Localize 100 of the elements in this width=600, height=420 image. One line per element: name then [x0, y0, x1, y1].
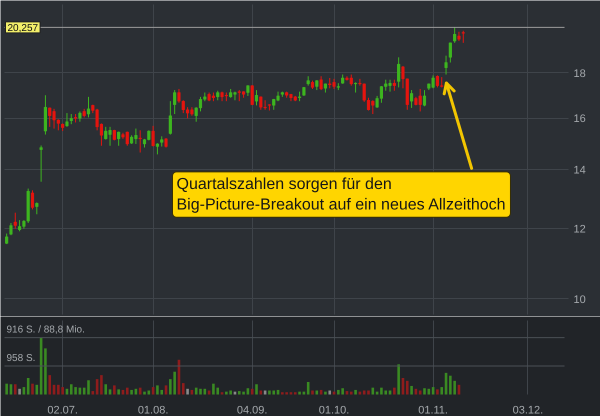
candlestick — [9, 222, 13, 236]
x-tick-label: 01.11. — [418, 404, 448, 416]
bar — [260, 390, 262, 394]
candlestick — [48, 106, 52, 128]
bar — [104, 384, 108, 394]
bar — [367, 390, 370, 394]
ref-line-label: 916 S. / 88,8 Mio. — [6, 324, 85, 336]
bar — [61, 387, 64, 394]
y-tick-label: 16 — [574, 113, 586, 126]
candlestick — [52, 108, 56, 130]
bar — [432, 387, 434, 394]
x-tick-label: 03.12. — [512, 404, 544, 416]
bar — [190, 390, 194, 394]
bar — [332, 392, 336, 394]
bar — [78, 388, 82, 394]
bar — [18, 388, 21, 394]
bar — [410, 386, 413, 394]
bar — [311, 390, 314, 394]
ref-line-label: 958 S. — [6, 353, 36, 364]
bar — [138, 388, 142, 394]
candlestick — [134, 128, 138, 144]
bar — [100, 375, 103, 394]
candlestick — [350, 74, 353, 86]
candlestick — [254, 90, 258, 106]
bar — [418, 390, 422, 394]
x-tick-label: 02.07. — [47, 404, 78, 416]
candlestick — [238, 90, 241, 102]
candlestick — [65, 112, 69, 128]
x-tick-label: 01.08. — [138, 404, 168, 416]
bar — [388, 390, 392, 394]
candlestick — [30, 190, 34, 210]
bar — [346, 391, 348, 394]
bar — [208, 390, 210, 394]
candlestick — [380, 86, 384, 104]
candlestick — [422, 90, 426, 107]
bar — [117, 389, 120, 394]
bar — [242, 392, 245, 394]
bar — [26, 378, 30, 394]
candlestick — [392, 79, 396, 92]
bar — [22, 387, 26, 394]
candlestick — [306, 76, 310, 86]
bar — [276, 390, 280, 394]
bar — [186, 388, 189, 394]
bar — [354, 390, 357, 394]
bar — [122, 390, 124, 394]
candlestick — [328, 77, 332, 89]
candlestick — [315, 80, 318, 91]
y-tick-label: 14 — [574, 164, 586, 176]
bar — [380, 388, 383, 394]
bar — [250, 388, 254, 394]
bar — [264, 390, 266, 394]
bar — [87, 380, 90, 394]
candlestick — [108, 126, 112, 146]
bar — [384, 390, 388, 394]
bar — [458, 384, 460, 394]
candlestick — [152, 125, 155, 148]
bar — [414, 388, 418, 394]
bar — [255, 384, 258, 394]
candlestick — [453, 26, 456, 44]
bar — [234, 392, 236, 394]
bar — [397, 364, 400, 394]
candlestick — [126, 131, 129, 146]
y-tick-label: 12 — [574, 224, 586, 236]
bar — [225, 392, 228, 394]
candlestick — [448, 42, 452, 63]
candlestick — [216, 90, 220, 101]
x-tick-label: 01.10. — [318, 404, 350, 416]
bar — [216, 388, 220, 394]
bar — [341, 388, 344, 394]
bar — [199, 388, 202, 394]
bar — [393, 388, 396, 394]
candlestick — [276, 91, 280, 102]
annotation: Quartalszahlen sorgen für den Big-Picture-Breakout auf ein neues Allzeithoch — [176, 176, 506, 214]
bar — [436, 389, 439, 394]
bar — [298, 392, 301, 394]
x-tick-label: 04.09. — [236, 404, 268, 416]
candlestick — [70, 114, 73, 125]
bar — [126, 388, 129, 394]
candlestick — [44, 94, 48, 136]
bar — [350, 392, 353, 394]
candlestick — [341, 74, 344, 84]
candlestick — [298, 91, 302, 102]
bar — [302, 392, 306, 394]
bar — [156, 385, 159, 394]
candlestick — [220, 91, 224, 102]
candlestick — [462, 30, 465, 44]
candlestick — [5, 233, 8, 245]
candlestick — [173, 90, 176, 115]
candlestick — [397, 56, 400, 88]
candlestick — [164, 138, 168, 148]
candlestick — [104, 126, 108, 140]
candlestick — [444, 55, 448, 76]
bar — [169, 379, 172, 394]
bar — [10, 384, 12, 394]
candlestick — [35, 202, 38, 215]
bar — [164, 385, 168, 394]
candlestick — [168, 100, 172, 136]
bar — [134, 388, 138, 394]
bar — [306, 382, 310, 394]
ref-line-label: 20,257 — [8, 22, 39, 34]
